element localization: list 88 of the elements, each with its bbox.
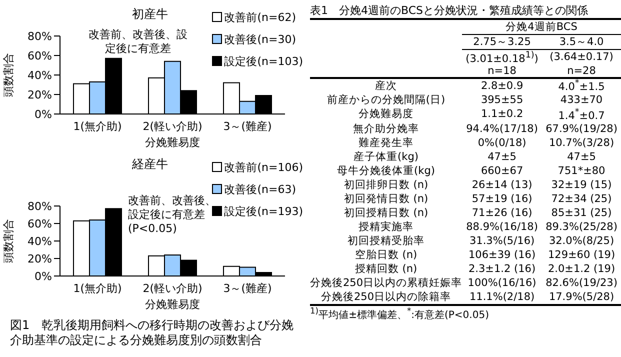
- legend-label: 改善後(n=30): [224, 32, 296, 46]
- y-tick-label: 20%: [28, 252, 52, 266]
- category-label: 初回発情日数 (n): [344, 192, 428, 204]
- legend-label: 設定後(n=103): [224, 54, 303, 68]
- chart-title: 経産牛: [132, 157, 168, 171]
- annotation: 改善前、改善後、設定後に有意差(P<0.05): [128, 194, 216, 235]
- y-tick-label: 40%: [28, 68, 52, 82]
- text: 47±5: [567, 150, 596, 162]
- text: 82.6%(19/23): [546, 276, 618, 288]
- text: 1.4$^{*}$±0.7: [558, 107, 605, 122]
- caption: 図1 乾乳後期用飼料への移行時期の改善および分娩介助基準の設定による分娩難易度別の頭数割合: [10, 318, 294, 347]
- text: 2.0±1.2 (19): [548, 262, 616, 274]
- category-label: 母牛分娩後体重(kg): [337, 164, 435, 176]
- category-label: 初回授精日数 (n): [344, 206, 428, 218]
- text: 71±26 (16): [472, 206, 532, 218]
- category-label: 難産発生率: [358, 136, 414, 148]
- text: 分娩4週前BCS: [506, 21, 578, 33]
- text: n=28: [567, 64, 596, 76]
- x-tick-label: 2(軽い介助): [142, 120, 202, 133]
- category-label: 初回排卵日数 (n): [344, 178, 428, 190]
- text: 0%(0/18): [478, 136, 526, 148]
- x-axis-title: 分娩難易度: [145, 136, 200, 149]
- text: 2.3±1.2 (16): [468, 262, 536, 274]
- category-label: 産子体重(kg): [354, 150, 418, 162]
- text: 89.3%(25/28): [546, 220, 618, 232]
- text: 3.5～4.0: [559, 36, 604, 48]
- y-tick-label: 60%: [28, 217, 52, 230]
- text: (3.64±0.17): [550, 51, 614, 64]
- y-axis-title: 頭数割合: [2, 219, 15, 263]
- x-tick-label: 3～(難産): [223, 282, 272, 295]
- annotation: 改善前、改善後、設定後に有意差: [88, 28, 188, 55]
- text: 67.9%(19/28): [546, 122, 618, 134]
- text: 47±5: [488, 150, 516, 162]
- x-tick-label: 1(無介助): [73, 120, 122, 133]
- text: 10.7%(3/28): [548, 136, 614, 148]
- text: 100%(16/16): [468, 276, 536, 288]
- text: 129±60 (19): [548, 248, 616, 260]
- text: 17.9%(5/28): [548, 290, 614, 302]
- category-label: 初回授精受胎率: [348, 234, 425, 246]
- y-tick-label: 40%: [28, 234, 52, 248]
- text: n=18: [488, 64, 516, 76]
- text: 表1 分娩4週前のBCSと分娩状況・繁殖成績等との関係: [310, 4, 588, 17]
- category-label: 産次: [375, 80, 398, 92]
- text: $^{1)}$平均値±標準偏差、$^{*}$:有意差(P<0.05): [310, 306, 489, 321]
- text: 2.75～3.25: [473, 36, 531, 48]
- x-axis-title: 分娩難易度: [145, 298, 200, 311]
- text: 31.3%(5/16): [469, 234, 535, 246]
- text: 72±34 (25): [551, 192, 612, 204]
- text: (3.01±0.18$^{1)}$): [466, 50, 538, 64]
- text: 433±70: [560, 94, 603, 106]
- y-tick-label: 20%: [28, 88, 52, 102]
- legend-label: 改善前(n=62): [224, 10, 296, 24]
- text: 85±31 (25): [551, 206, 612, 218]
- text: 94.4%(17/18): [466, 122, 538, 134]
- legend-label: 改善前(n=106): [224, 160, 303, 174]
- legend-label: 設定後(n=193): [224, 204, 303, 218]
- x-tick-label: 2(軽い介助): [142, 282, 202, 295]
- text: 26±14 (13): [472, 178, 532, 190]
- text: 751*±80: [558, 164, 606, 176]
- category-label: 授精実施率: [358, 220, 414, 232]
- text: 32.0%(8/25): [548, 234, 614, 246]
- text: 660±67: [480, 164, 524, 176]
- y-tick-label: 0%: [34, 270, 52, 283]
- category-label: 空胎日数 (n): [354, 248, 418, 260]
- y-tick-label: 0%: [34, 108, 52, 121]
- text: 57±19 (16): [472, 192, 532, 204]
- y-tick-label: 80%: [28, 200, 52, 213]
- category-label: 授精回数 (n): [354, 262, 418, 274]
- y-tick-label: 60%: [28, 49, 52, 62]
- text: 88.9%(16/18): [466, 220, 538, 232]
- category-label: 分娩難易度: [358, 108, 414, 120]
- text: 11.1%(2/18): [469, 290, 535, 302]
- text: 2.8±0.9: [480, 80, 524, 92]
- text: 1.1±0.2: [480, 108, 524, 120]
- y-axis-title: 頭数割合: [2, 53, 15, 97]
- category-label: 無介助分娩率: [353, 122, 420, 134]
- legend-label: 改善後(n=63): [224, 182, 296, 196]
- category-label: 前産からの分娩間隔(日): [326, 94, 446, 106]
- x-tick-label: 3～(難産): [223, 120, 272, 133]
- text: 395±55: [480, 94, 524, 106]
- category-label: 分娩後250日以内の累積妊娠率: [310, 276, 462, 288]
- text: 32±19 (15): [551, 178, 612, 190]
- y-tick-label: 80%: [28, 30, 52, 43]
- text: 4.0$^{*}$±1.5: [558, 78, 605, 93]
- x-tick-label: 1(無介助): [73, 282, 122, 295]
- category-label: 分娩後250日以内の除籍率: [321, 290, 452, 302]
- chart-title: 初産牛: [132, 7, 168, 21]
- text: 106±39 (16): [468, 248, 536, 260]
